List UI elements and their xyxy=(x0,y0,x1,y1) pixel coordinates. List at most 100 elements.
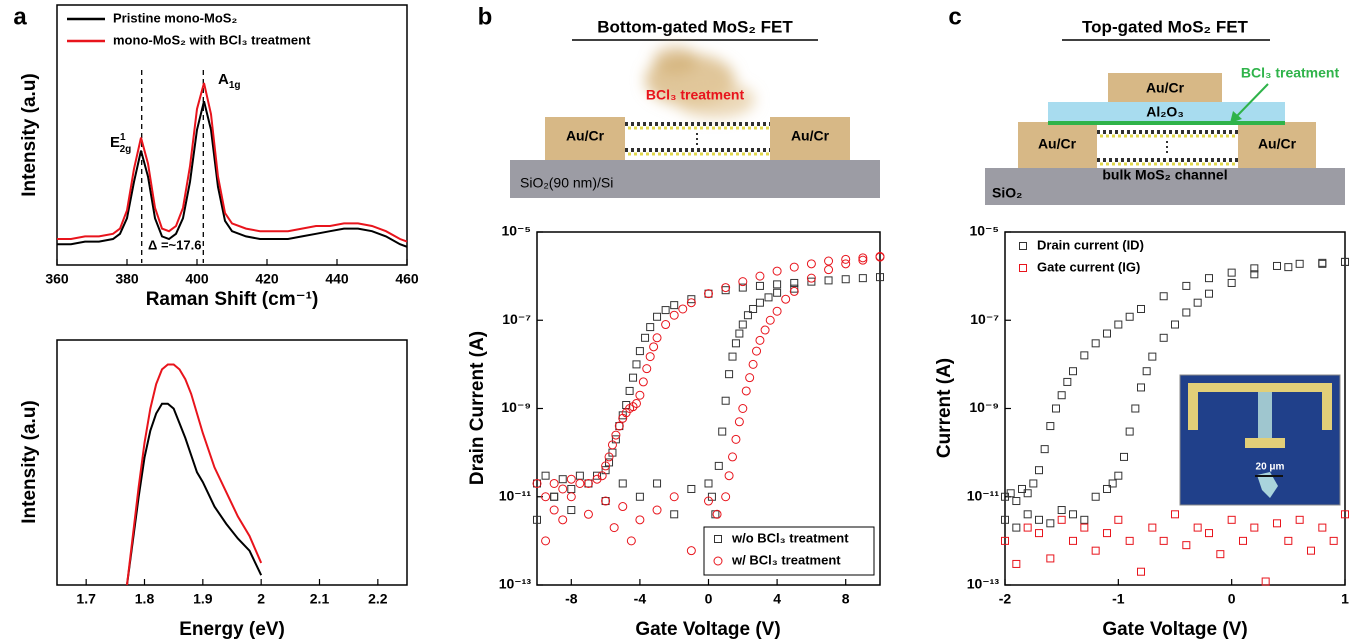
data-point xyxy=(1057,506,1066,515)
data-point xyxy=(625,386,634,395)
data-point xyxy=(642,364,652,374)
data-point xyxy=(1125,312,1134,321)
axis-frame xyxy=(56,339,408,586)
data-point xyxy=(1091,339,1100,348)
data-point xyxy=(670,301,679,310)
data-point xyxy=(635,390,645,400)
data-point xyxy=(1057,391,1066,400)
flake xyxy=(1257,472,1278,498)
data-point xyxy=(1295,515,1304,524)
data-point xyxy=(601,461,611,471)
data-point xyxy=(1284,536,1293,545)
data-point xyxy=(1063,377,1072,386)
data-point xyxy=(704,289,713,298)
x-tick-label: 1.7 xyxy=(76,591,96,607)
data-point xyxy=(611,430,621,440)
scale-label: 20 μm xyxy=(1256,462,1285,473)
data-point xyxy=(635,347,644,356)
data-point xyxy=(773,288,782,297)
contact xyxy=(1238,122,1316,168)
data-point xyxy=(721,283,731,293)
x-tick-label: 1 xyxy=(1341,591,1349,607)
data-point xyxy=(789,262,799,272)
data-point xyxy=(607,440,617,450)
panel-title: Bottom-gated MoS₂ FET xyxy=(597,17,793,36)
data-point xyxy=(858,253,868,263)
contact-label: Au/Cr xyxy=(791,128,830,144)
substrate xyxy=(985,168,1345,205)
data-point xyxy=(1103,329,1111,338)
data-point xyxy=(1114,320,1123,329)
data-point xyxy=(841,275,850,284)
data-point xyxy=(1001,536,1009,545)
data-point xyxy=(1227,278,1236,287)
data-point xyxy=(1137,383,1145,392)
data-point xyxy=(597,471,607,481)
data-point xyxy=(728,352,737,361)
data-point xyxy=(738,320,747,329)
data-point xyxy=(725,370,734,379)
data-point xyxy=(1012,497,1021,506)
data-point xyxy=(841,259,851,269)
data-point xyxy=(1131,404,1140,413)
data-point xyxy=(1216,550,1225,559)
data-point xyxy=(738,277,748,287)
data-point xyxy=(1001,515,1009,524)
substrate-label: SiO₂(90 nm)/Si xyxy=(520,175,613,191)
data-point xyxy=(584,479,593,488)
data-point xyxy=(745,373,755,383)
data-point xyxy=(1023,510,1032,519)
data-point xyxy=(678,304,688,314)
x-tick-label: 400 xyxy=(185,271,209,287)
data-point xyxy=(1250,523,1259,532)
data-point xyxy=(858,274,867,283)
data-point xyxy=(567,484,576,493)
data-point xyxy=(1091,546,1100,555)
data-point xyxy=(1029,479,1038,488)
data-point xyxy=(1159,292,1168,301)
data-point xyxy=(1012,523,1021,532)
data-point xyxy=(738,283,747,292)
y-tick-label: 10⁻¹¹ xyxy=(499,487,532,503)
data-point xyxy=(652,333,662,343)
data-point xyxy=(773,280,782,289)
y-tick-label: 10⁻⁹ xyxy=(969,399,999,415)
data-point xyxy=(735,329,744,338)
data-point xyxy=(686,546,696,556)
data-point xyxy=(1148,523,1157,532)
data-point xyxy=(653,312,662,321)
data-point xyxy=(841,254,851,264)
data-line xyxy=(57,100,408,248)
y-axis-label: Intensity (a.u) xyxy=(19,400,40,524)
data-point xyxy=(1284,263,1293,272)
data-point xyxy=(1227,268,1236,277)
data-point xyxy=(790,278,799,287)
legend-swatch xyxy=(713,556,723,566)
data-point xyxy=(1307,546,1315,555)
data-point xyxy=(1069,536,1077,545)
data-point xyxy=(1035,529,1043,538)
data-point xyxy=(1341,257,1349,266)
data-point xyxy=(755,271,765,281)
data-point xyxy=(764,293,773,302)
data-point xyxy=(628,402,638,412)
treatment-label: BCl₃ treatment xyxy=(646,87,745,103)
data-point xyxy=(1108,479,1117,488)
data-point xyxy=(670,510,679,519)
channel-label: bulk MoS₂ channel xyxy=(1102,167,1227,183)
data-point xyxy=(1091,492,1100,501)
data-point xyxy=(1137,567,1145,576)
data-point xyxy=(614,421,624,431)
treatment-label: BCl₃ treatment xyxy=(1241,65,1340,81)
data-point xyxy=(1018,484,1026,493)
data-point xyxy=(687,295,696,304)
data-point xyxy=(566,474,576,484)
schematic-c: Top-gated MoS₂ FET BCl₃ treatment Au/Cr … xyxy=(985,17,1345,205)
inset-photo: 20 μm xyxy=(1179,374,1341,506)
x-tick-label: -1 xyxy=(1112,591,1125,607)
data-point xyxy=(686,298,696,308)
data-point xyxy=(567,506,576,515)
x-tick-label: 2.2 xyxy=(368,591,388,607)
data-point xyxy=(1142,367,1151,376)
